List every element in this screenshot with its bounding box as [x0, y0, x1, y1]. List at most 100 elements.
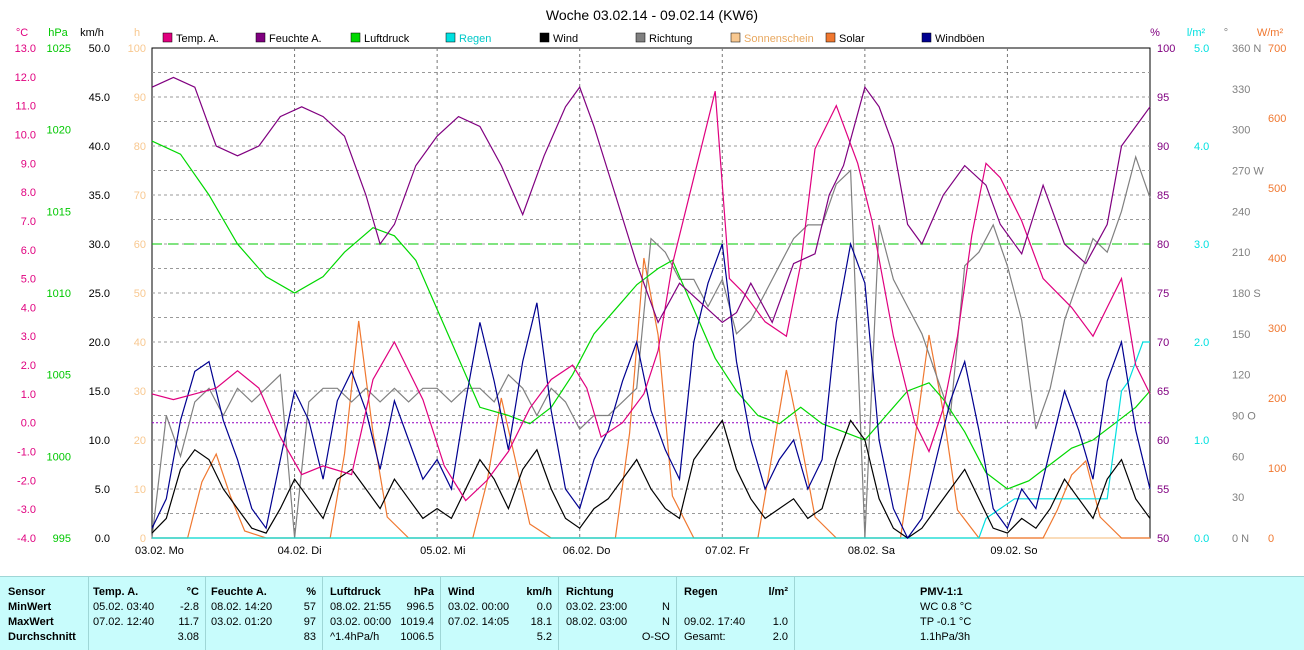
axis-tick-label-direction: 30 — [1232, 492, 1244, 504]
legend-swatch — [825, 32, 836, 43]
series-line-luftdruck — [151, 140, 1151, 490]
stats-wind-max-value: 18.1 — [530, 616, 552, 628]
chart-axes: 13.0 12.0 11.0 10.0 9.0 8.0 7.0 6.0 5.0 4.0 3.0 2.0… — [15, 27, 1287, 545]
stats-temp-min-value: -2.8 — [180, 601, 199, 613]
axis-tick-label-rain: 1.0 — [1194, 435, 1209, 447]
stats-temp-unit: °C — [186, 586, 199, 598]
axis-tick-label-temp: 7.0 — [21, 216, 36, 228]
chart-background — [0, 0, 1304, 576]
axis-tick-label-wind: 50.0 — [89, 43, 110, 55]
axis-tick-label-direction: 330 — [1232, 84, 1250, 96]
axis-tick-label-temp: 3.0 — [21, 331, 36, 343]
axis-tick-label-solar: 100 — [1268, 463, 1286, 475]
stats-pressure-unit: hPa — [413, 586, 434, 598]
stats-direction-min-time: 03.02. 23:00 — [566, 601, 628, 613]
axis-tick-label-temp: 8.0 — [21, 187, 36, 199]
stats-pressure-column: Luftdruck hPa 08.02. 21:55 996.5 03.02. … — [322, 577, 441, 650]
axis-tick-label-humidity: 55 — [1157, 484, 1169, 496]
statistics-panel: Sensor MinWert MaxWert Durchschnitt Temp… — [0, 576, 1304, 650]
x-axis-label: 08.02. Sa — [848, 545, 896, 557]
stats-temp-min-time: 05.02. 03:40 — [93, 601, 155, 613]
axis-tick-label-temp: 12.0 — [15, 72, 36, 84]
axis-tick-label-solar: 300 — [1268, 323, 1286, 335]
axis-tick-label-humidity: 50 — [1157, 533, 1169, 545]
axis-tick-label-rain: 0.0 — [1194, 533, 1209, 545]
stats-wind-max-time: 07.02. 14:05 — [448, 616, 510, 628]
stats-pmv-dewpoint: TP -0.1 °C — [920, 616, 972, 628]
stats-humidity-unit: % — [306, 586, 316, 598]
legend-label: Wind — [553, 33, 578, 45]
axis-tick-label-wind: 30.0 — [89, 239, 110, 251]
chart-title: Woche 03.02.14 - 09.02.14 (KW6) — [546, 7, 758, 23]
legend-label: Sonnenschein — [744, 33, 814, 45]
axis-unit-wind: km/h — [80, 27, 104, 39]
stats-rain-total-label: Gesamt: — [684, 631, 726, 643]
legend-swatch — [539, 32, 550, 43]
stats-humidity-max-time: 03.02. 01:20 — [211, 616, 273, 628]
stats-pressure-min-time: 08.02. 21:55 — [330, 601, 392, 613]
axis-tick-label-wind: 35.0 — [89, 190, 110, 202]
stats-humidity-avg-value: 83 — [303, 631, 316, 643]
axis-tick-label-direction: 360 N — [1232, 43, 1261, 55]
axis-tick-label-humidity: 100 — [1157, 43, 1175, 55]
axis-tick-label-temp: 13.0 — [15, 43, 36, 55]
legend-label: Temp. A. — [176, 33, 219, 45]
axis-tick-label-pressure: 1025 — [47, 43, 71, 55]
axis-tick-label-wind: 15.0 — [89, 386, 110, 398]
legend-label: Regen — [459, 33, 491, 45]
axis-tick-label-temp: -4.0 — [17, 533, 36, 545]
axis-tick-label-direction: 240 — [1232, 206, 1250, 218]
axis-unit-solar: W/m² — [1257, 27, 1284, 39]
stats-humidity-column: Feuchte A. % 08.02. 14:20 57 03.02. 01:2… — [205, 577, 323, 650]
axis-tick-label-temp: 5.0 — [21, 274, 36, 286]
chart-series — [151, 76, 1151, 540]
x-axis-label: 05.02. Mi — [420, 545, 465, 557]
stats-direction-min-value: N — [662, 601, 670, 613]
stats-humidity-max-value: 97 — [303, 616, 316, 628]
legend-label: Solar — [839, 33, 865, 45]
legend-swatch — [255, 32, 266, 43]
axis-unit-pressure: hPa — [48, 27, 68, 39]
axis-unit-direction: ° — [1224, 27, 1228, 39]
axis-tick-label-temp: -3.0 — [17, 504, 36, 516]
axis-tick-label-solar: 600 — [1268, 113, 1286, 125]
axis-unit-sun: h — [134, 27, 140, 39]
stats-row-label-max: MaxWert — [8, 616, 54, 628]
axis-tick-label-wind: 0.0 — [95, 533, 110, 545]
weather-chart: Woche 03.02.14 - 09.02.14 (KW6) Temp. A.… — [0, 0, 1304, 576]
axis-tick-label-temp: 11.0 — [15, 101, 36, 113]
axis-tick-label-solar: 700 — [1268, 43, 1286, 55]
stats-sensor-header: Sensor — [8, 586, 46, 598]
stats-pressure-min-value: 996.5 — [406, 601, 434, 613]
axis-tick-label-sun: 20 — [134, 435, 146, 447]
axis-tick-label-temp: 9.0 — [21, 158, 36, 170]
axis-tick-label-humidity: 65 — [1157, 386, 1169, 398]
series-line-richtung — [151, 154, 1151, 539]
axis-tick-label-sun: 10 — [134, 484, 146, 496]
legend-label: Feuchte A. — [269, 33, 322, 45]
axis-tick-label-sun: 0 — [140, 533, 146, 545]
axis-tick-label-direction: 300 — [1232, 125, 1250, 137]
axis-tick-label-temp: -1.0 — [17, 447, 36, 459]
axis-tick-label-rain: 3.0 — [1194, 239, 1209, 251]
axis-tick-label-temp: 6.0 — [21, 245, 36, 257]
legend-swatch — [445, 32, 456, 43]
axis-unit-rain: l/m² — [1187, 27, 1206, 39]
axis-tick-label-pressure: 1000 — [47, 451, 71, 463]
x-axis-label: 06.02. Do — [563, 545, 611, 557]
axis-tick-label-humidity: 95 — [1157, 92, 1169, 104]
stats-direction-header: Richtung — [566, 586, 614, 598]
series-line-temp-a- — [151, 91, 1151, 502]
x-axis-label: 07.02. Fr — [705, 545, 749, 557]
legend-label: Windböen — [935, 33, 985, 45]
legend-swatch — [730, 32, 741, 43]
stats-wind-unit: km/h — [526, 586, 552, 598]
stats-temp-max-value: 11.7 — [178, 616, 199, 628]
axis-tick-label-solar: 500 — [1268, 183, 1286, 195]
stats-rain-max-time: 09.02. 17:40 — [684, 616, 746, 628]
stats-rain-total-value: 2.0 — [772, 631, 788, 643]
axis-tick-label-temp: 0.0 — [21, 418, 36, 430]
stats-wind-min-time: 03.02. 00:00 — [448, 601, 510, 613]
stats-rain-max-value: 1.0 — [772, 616, 788, 628]
axis-tick-label-wind: 5.0 — [95, 484, 110, 496]
